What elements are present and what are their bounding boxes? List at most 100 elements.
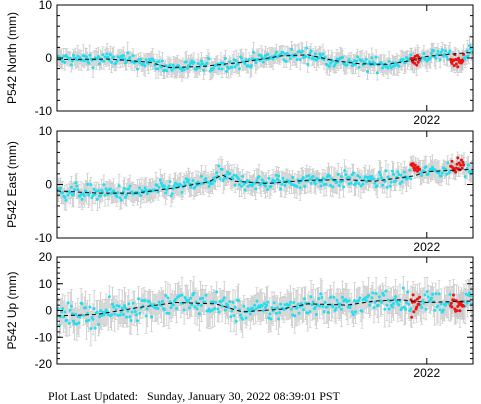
daily-point — [223, 308, 227, 312]
daily-point — [168, 63, 172, 67]
daily-point — [273, 53, 277, 57]
daily-point — [372, 177, 376, 181]
daily-point — [165, 311, 169, 315]
daily-point — [156, 67, 160, 71]
daily-point — [213, 179, 217, 183]
daily-point — [58, 186, 62, 190]
daily-point — [103, 193, 107, 197]
daily-point — [254, 307, 258, 311]
daily-point — [254, 187, 258, 191]
panel-2: -10 0 10 2022 P542 East (mm) — [5, 124, 474, 254]
y-axis-title: P542 East (mm) — [5, 141, 19, 228]
daily-point — [150, 315, 154, 319]
daily-point — [405, 300, 409, 304]
daily-point — [465, 49, 469, 53]
daily-point — [321, 52, 325, 56]
daily-point — [98, 62, 102, 66]
daily-point — [350, 310, 354, 314]
daily-point — [220, 167, 224, 171]
daily-point — [311, 300, 315, 304]
plot-updated-footer: Plot Last Updated: Sunday, January 30, 2… — [48, 389, 340, 404]
daily-point — [167, 184, 171, 188]
daily-point — [134, 313, 138, 317]
daily-point — [228, 300, 232, 304]
daily-point — [437, 171, 441, 175]
daily-point — [259, 182, 263, 186]
daily-point — [292, 300, 296, 304]
daily-point — [431, 292, 435, 296]
daily-point — [280, 182, 284, 186]
daily-point — [434, 292, 438, 296]
rapid-point — [461, 59, 465, 63]
daily-point — [221, 298, 225, 302]
daily-point — [295, 184, 299, 188]
rapid-point — [417, 302, 421, 306]
y-tick-label: 0 — [45, 51, 52, 65]
daily-point — [102, 59, 106, 63]
daily-point — [143, 186, 147, 190]
daily-point — [357, 65, 361, 69]
daily-point — [70, 312, 74, 316]
daily-point — [234, 319, 238, 323]
daily-point — [470, 302, 473, 306]
rapid-point — [454, 62, 458, 66]
y-axis-title: P542 North (mm) — [5, 12, 19, 104]
y-tick-label: 20 — [39, 250, 53, 264]
daily-point — [437, 292, 441, 296]
daily-point — [153, 63, 157, 67]
daily-point — [207, 184, 211, 188]
daily-point — [240, 184, 244, 188]
daily-point — [288, 57, 292, 61]
daily-point — [75, 184, 79, 188]
daily-point — [126, 309, 130, 313]
daily-point — [301, 308, 305, 312]
daily-point — [308, 51, 312, 55]
daily-point — [88, 305, 92, 309]
daily-point — [63, 195, 67, 199]
daily-point — [290, 307, 294, 311]
daily-point — [325, 63, 329, 67]
daily-point — [384, 289, 388, 293]
daily-point — [378, 173, 382, 177]
daily-point — [106, 192, 110, 196]
daily-point — [222, 296, 226, 300]
rapid-point — [456, 156, 460, 160]
daily-point — [361, 182, 365, 186]
rapid-point — [413, 61, 417, 65]
rapid-point — [456, 65, 460, 69]
daily-point — [200, 303, 204, 307]
daily-point — [249, 64, 253, 68]
daily-point — [188, 306, 192, 310]
daily-point — [78, 56, 82, 60]
daily-point — [218, 177, 222, 181]
daily-point — [143, 299, 147, 303]
daily-point — [267, 176, 271, 180]
daily-point — [326, 311, 330, 315]
daily-point — [81, 314, 85, 318]
daily-point — [264, 184, 268, 188]
daily-point — [425, 290, 429, 294]
daily-point — [442, 52, 446, 56]
daily-point — [339, 175, 343, 179]
daily-point — [314, 313, 318, 317]
y-tick-label: -10 — [35, 330, 53, 344]
daily-point — [296, 302, 300, 306]
rapid-point — [412, 310, 416, 314]
daily-point — [277, 174, 281, 178]
daily-point — [131, 54, 135, 58]
daily-point — [380, 62, 384, 66]
daily-point — [117, 184, 121, 188]
daily-point — [319, 184, 323, 188]
daily-point — [264, 305, 268, 309]
daily-point — [265, 303, 269, 307]
daily-point — [260, 304, 264, 308]
daily-point — [433, 308, 437, 312]
daily-point — [309, 49, 313, 53]
daily-point — [370, 56, 374, 60]
daily-point — [155, 183, 159, 187]
daily-point — [357, 182, 361, 186]
daily-point — [156, 307, 160, 311]
daily-point — [310, 303, 314, 307]
rapid-point — [451, 59, 455, 63]
daily-point — [93, 326, 97, 330]
